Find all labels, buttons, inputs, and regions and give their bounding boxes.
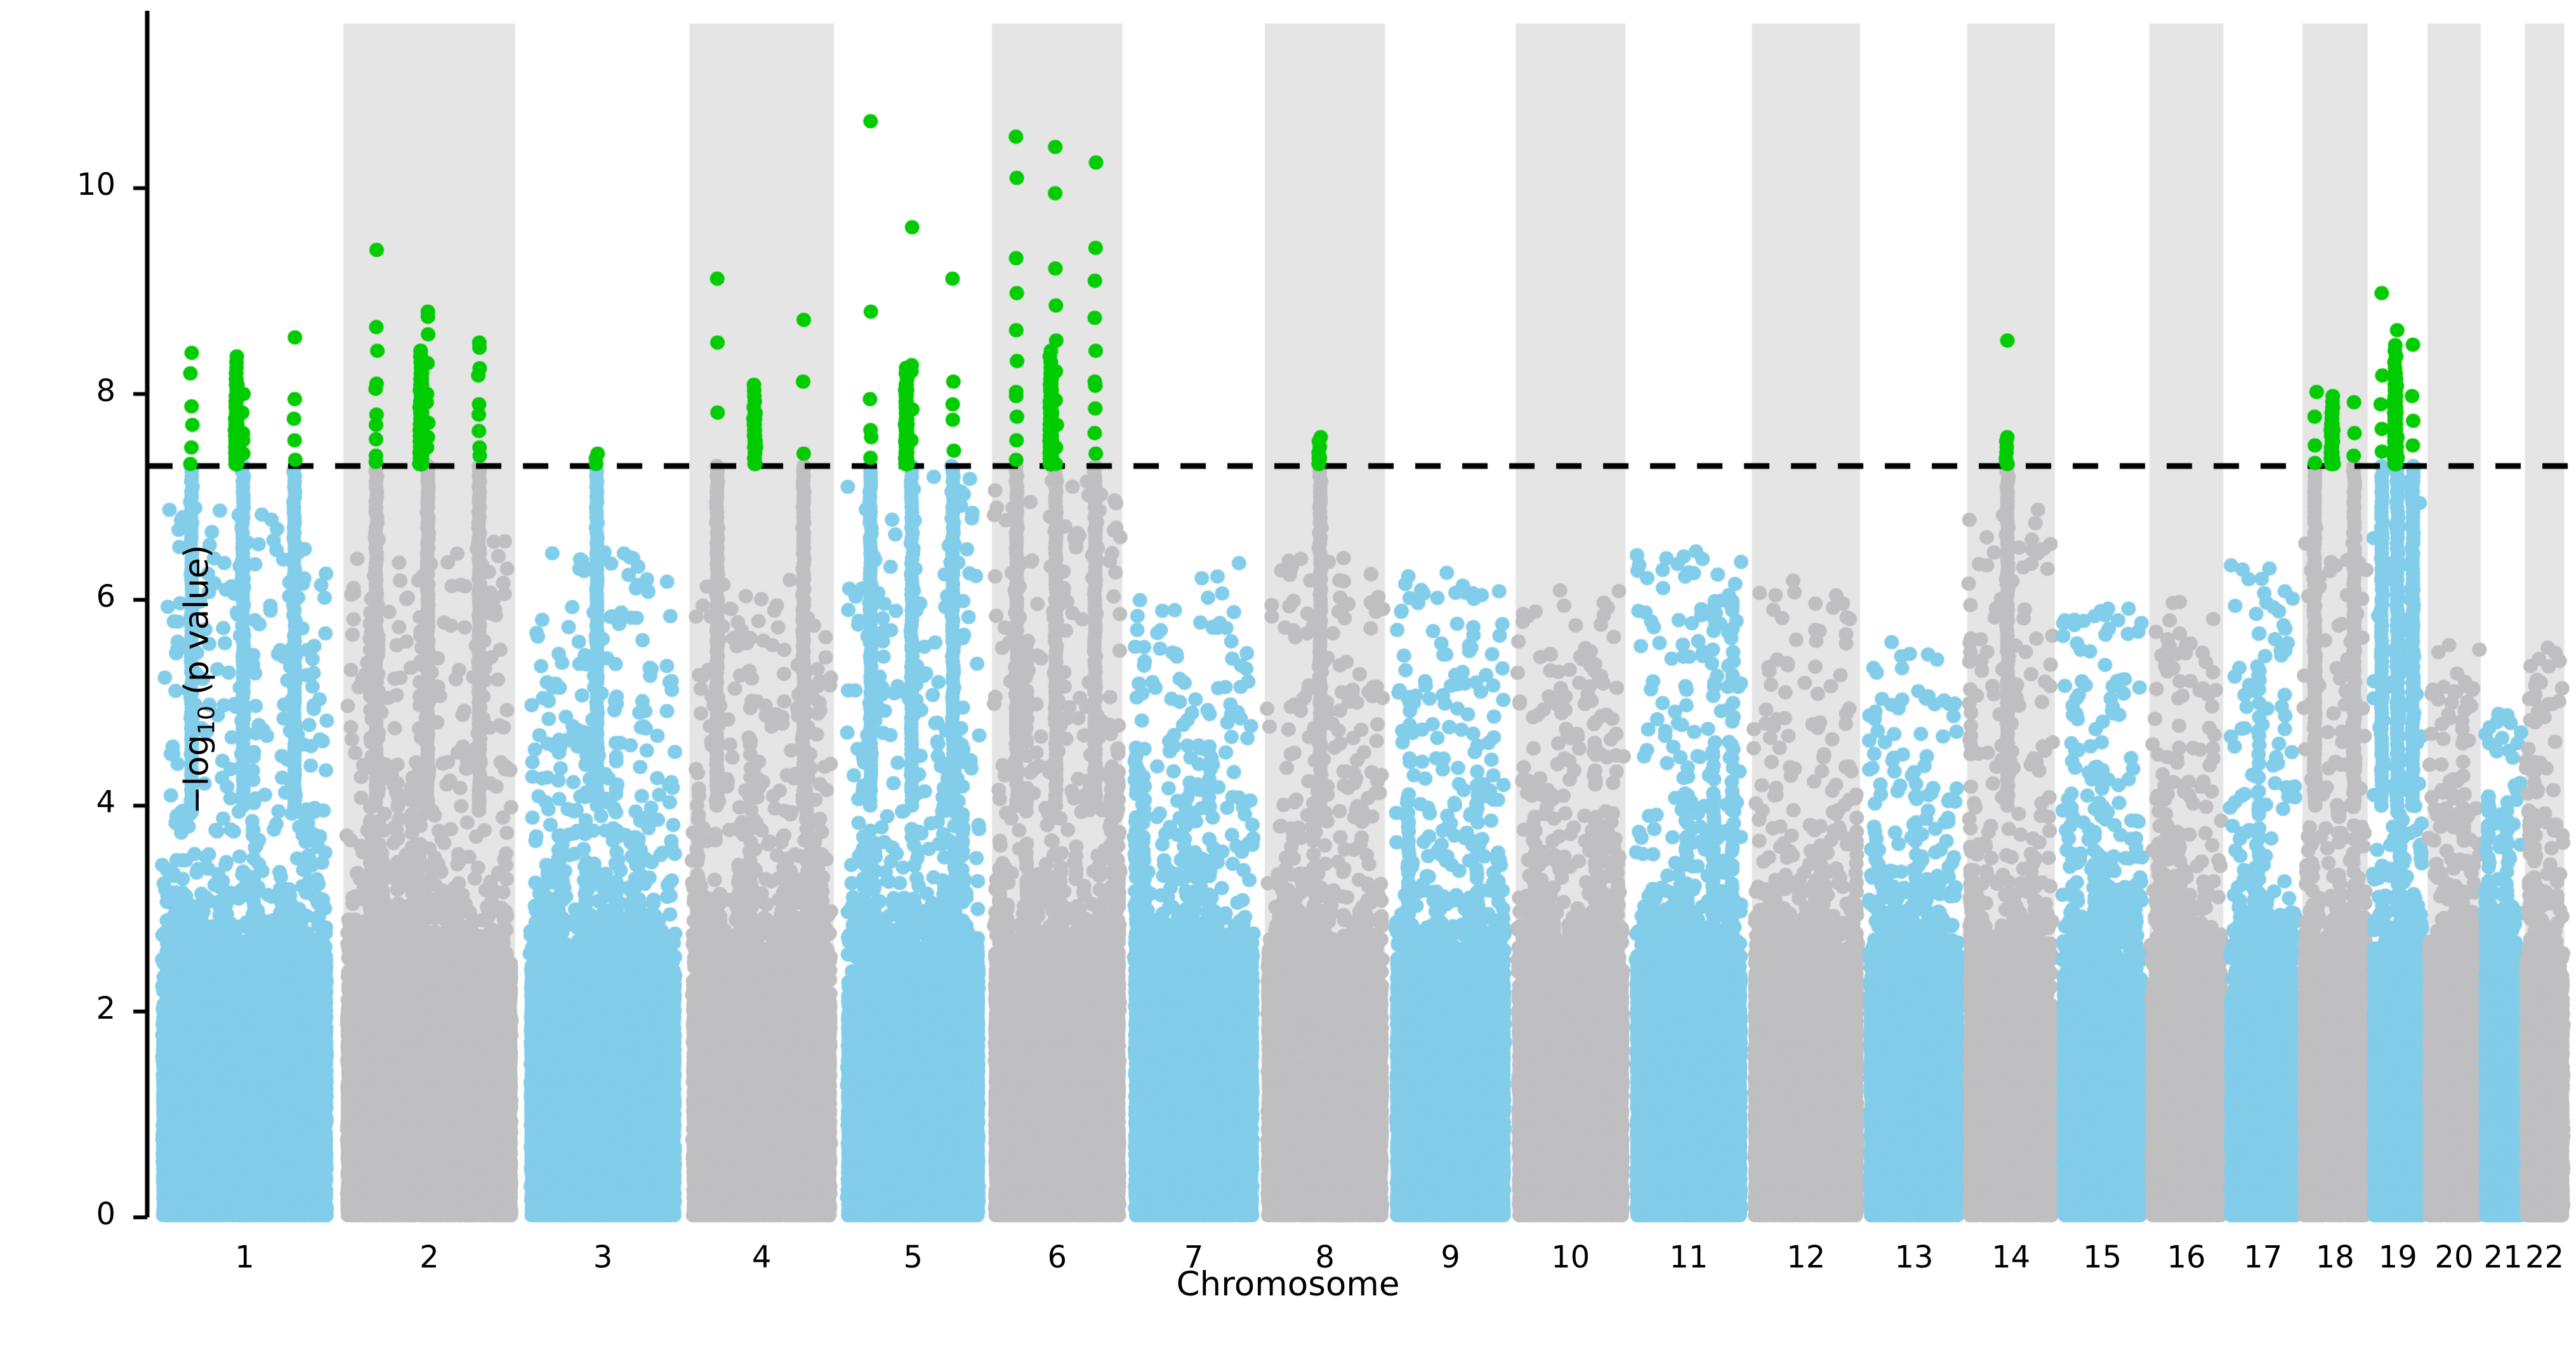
y-tick-label-2: 2	[96, 990, 116, 1026]
y-tick-label-6: 6	[96, 579, 116, 615]
x-tick-label-chr-8: 8	[1315, 1240, 1335, 1275]
y-axis-label: −log10 (p value)	[177, 140, 220, 1219]
x-tick-label-chr-22: 22	[2525, 1240, 2565, 1275]
x-tick-label-chr-14: 14	[1991, 1240, 2031, 1275]
x-tick-label-chr-6: 6	[1047, 1240, 1067, 1275]
x-tick-label-chr-11: 11	[1669, 1240, 1708, 1275]
x-tick-label-chr-12: 12	[1787, 1240, 1826, 1275]
x-tick-label-chr-9: 9	[1441, 1240, 1460, 1275]
x-tick-label-chr-21: 21	[2483, 1240, 2523, 1275]
x-tick-label-chr-10: 10	[1551, 1240, 1590, 1275]
x-tick-label-chr-5: 5	[903, 1240, 923, 1275]
x-tick-label-chr-17: 17	[2243, 1240, 2283, 1275]
y-tick-label-4: 4	[96, 784, 116, 821]
x-tick-label-chr-15: 15	[2083, 1240, 2122, 1275]
x-axis-label: Chromosome	[1176, 1265, 1400, 1304]
y-axis-label-prefix: −log	[177, 734, 216, 814]
y-axis-label-suffix: (p value)	[177, 545, 216, 706]
x-tick-label-chr-4: 4	[751, 1240, 772, 1275]
x-tick-label-chr-19: 19	[2378, 1240, 2417, 1275]
x-tick-label-chr-20: 20	[2434, 1240, 2474, 1275]
y-tick-label-0: 0	[96, 1196, 116, 1232]
x-tick-label-chr-7: 7	[1184, 1240, 1204, 1275]
x-tick-label-chr-16: 16	[2167, 1240, 2206, 1275]
x-tick-label-chr-1: 1	[235, 1240, 254, 1275]
y-tick-label-10: 10	[76, 167, 116, 203]
y-tick-label-8: 8	[96, 373, 116, 409]
x-tick-label-chr-2: 2	[419, 1240, 439, 1275]
y-axis-label-subscript: 10	[194, 705, 220, 735]
x-tick-label-chr-3: 3	[593, 1240, 613, 1275]
x-tick-label-chr-13: 13	[1894, 1240, 1934, 1275]
x-tick-label-chr-18: 18	[2315, 1240, 2355, 1275]
